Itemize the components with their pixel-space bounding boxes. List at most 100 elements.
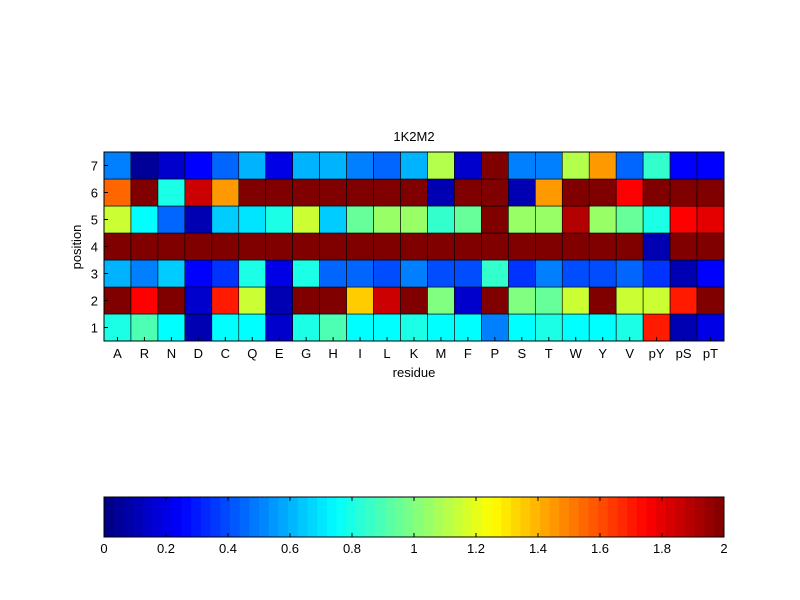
- colorbar-segment: [578, 497, 589, 537]
- heatmap-cell: [535, 232, 563, 261]
- heatmap-cell: [400, 178, 428, 207]
- heatmap-cell: [400, 205, 428, 234]
- colorbar-segment: [549, 497, 560, 537]
- heatmap-cell: [588, 286, 617, 315]
- colorbar-segment: [675, 497, 686, 537]
- colorbar-segment: [220, 497, 231, 537]
- heatmap-cell: [238, 259, 267, 288]
- colorbar-tick-label: 1.2: [467, 541, 485, 556]
- heatmap-cell: [588, 313, 617, 342]
- heatmap-cell: [211, 286, 240, 315]
- heatmap-cell: [238, 205, 267, 234]
- colorbar-segment: [346, 497, 357, 537]
- colorbar-segment: [694, 497, 706, 537]
- colorbar-segment: [307, 497, 318, 537]
- heatmap-cell: [508, 151, 536, 180]
- heatmap-cell: [130, 151, 159, 180]
- colorbar-tick-label: 1.4: [529, 541, 547, 556]
- x-tick-label: pS: [676, 346, 692, 361]
- heatmap-cell: [481, 232, 509, 261]
- heatmap-cell: [508, 205, 536, 234]
- colorbar-segment: [462, 497, 473, 537]
- heatmap-cell: [373, 151, 401, 180]
- colorbar-tick-label: 2: [720, 541, 727, 556]
- heatmap-cell: [481, 151, 509, 180]
- x-tick-label: S: [517, 346, 526, 361]
- y-axis-label: position: [69, 225, 84, 270]
- heatmap-cell: [561, 286, 590, 315]
- heatmap-cell: [184, 205, 213, 234]
- heatmap-cell: [265, 313, 293, 342]
- y-tick-label: 5: [91, 213, 98, 228]
- colorbar-segment: [443, 497, 454, 537]
- colorbar-segment: [191, 497, 202, 537]
- heatmap-cell: [696, 232, 725, 261]
- heatmap-cell: [454, 205, 482, 234]
- heatmap-cell: [427, 178, 455, 207]
- x-tick-label: C: [221, 346, 230, 361]
- x-tick-label: R: [140, 346, 149, 361]
- heatmap-cell: [427, 151, 455, 180]
- heatmap-cell: [400, 232, 428, 261]
- colorbar-segment: [317, 497, 328, 537]
- heatmap-cell: [292, 259, 320, 288]
- heatmap-cell: [265, 259, 293, 288]
- heatmap-cell: [481, 178, 509, 207]
- colorbar-tick-label: 0: [100, 541, 107, 556]
- x-tick-label: pY: [649, 346, 665, 361]
- heatmap-cell: [615, 259, 644, 288]
- colorbar-segment: [569, 497, 580, 537]
- heatmap-cell: [103, 205, 132, 234]
- heatmap-cell: [669, 286, 698, 315]
- heatmap-cell: [615, 232, 644, 261]
- x-tick-label: G: [301, 346, 311, 361]
- colorbar-segment: [627, 497, 638, 537]
- heatmap-cell: [346, 286, 374, 315]
- heatmap-cell: [400, 259, 428, 288]
- heatmap-cell: [615, 205, 644, 234]
- heatmap-cell: [535, 313, 563, 342]
- colorbar-segment: [539, 497, 551, 537]
- colorbar-tick-label: 0.8: [343, 541, 361, 556]
- heatmap-cell: [346, 313, 374, 342]
- colorbar-segment: [501, 497, 512, 537]
- colorbar-segment: [714, 497, 725, 537]
- heatmap-cell: [669, 205, 698, 234]
- heatmap-cell: [103, 286, 132, 315]
- heatmap-cell: [238, 178, 267, 207]
- colorbar-segment: [481, 497, 492, 537]
- heatmap-cell: [696, 286, 725, 315]
- heatmap-cell: [157, 178, 186, 207]
- heatmap-cell: [561, 205, 590, 234]
- colorbar-segment: [404, 497, 415, 537]
- heatmap-cell: [319, 232, 347, 261]
- colorbar-segment: [200, 497, 212, 537]
- heatmap-cell: [238, 286, 267, 315]
- y-tick-label: 3: [91, 267, 98, 282]
- colorbar-segment: [685, 497, 696, 537]
- colorbar-segment: [152, 497, 163, 537]
- colorbar-segment: [162, 497, 173, 537]
- heatmap-cell: [615, 151, 644, 180]
- heatmap-cell: [373, 259, 401, 288]
- heatmap-cell: [696, 178, 725, 207]
- heatmap-cell: [561, 151, 590, 180]
- heatmap-cell: [588, 151, 617, 180]
- colorbar-segment: [104, 497, 115, 537]
- heatmap-cell: [454, 259, 482, 288]
- heatmap-cell: [130, 286, 159, 315]
- heatmap-cell: [319, 286, 347, 315]
- heatmap-cell: [103, 151, 132, 180]
- heatmap-cell: [615, 178, 644, 207]
- x-tick-label: W: [570, 346, 583, 361]
- colorbar-segment: [559, 497, 570, 537]
- heatmap-cell: [103, 178, 132, 207]
- heatmap-cell: [103, 259, 132, 288]
- heatmap-cell: [642, 313, 671, 342]
- x-tick-label: I: [358, 346, 362, 361]
- heatmap-cell: [319, 205, 347, 234]
- heatmap-cell: [642, 232, 671, 261]
- heatmap-cell: [103, 313, 132, 342]
- heatmap-cell: [184, 178, 213, 207]
